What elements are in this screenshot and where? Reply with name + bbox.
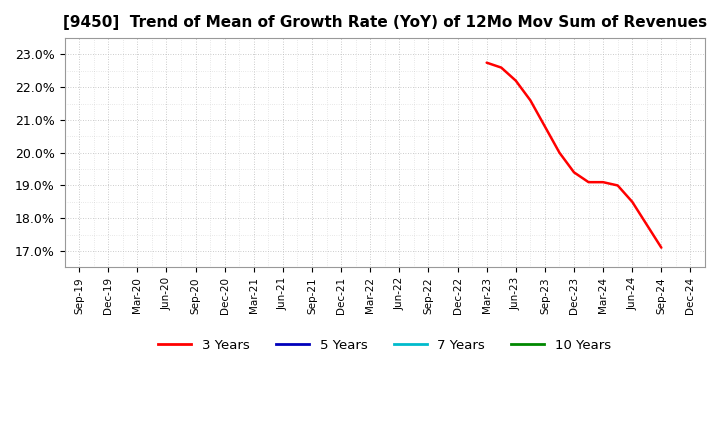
Title: [9450]  Trend of Mean of Growth Rate (YoY) of 12Mo Mov Sum of Revenues: [9450] Trend of Mean of Growth Rate (YoY… xyxy=(63,15,707,30)
Legend: 3 Years, 5 Years, 7 Years, 10 Years: 3 Years, 5 Years, 7 Years, 10 Years xyxy=(153,334,616,357)
